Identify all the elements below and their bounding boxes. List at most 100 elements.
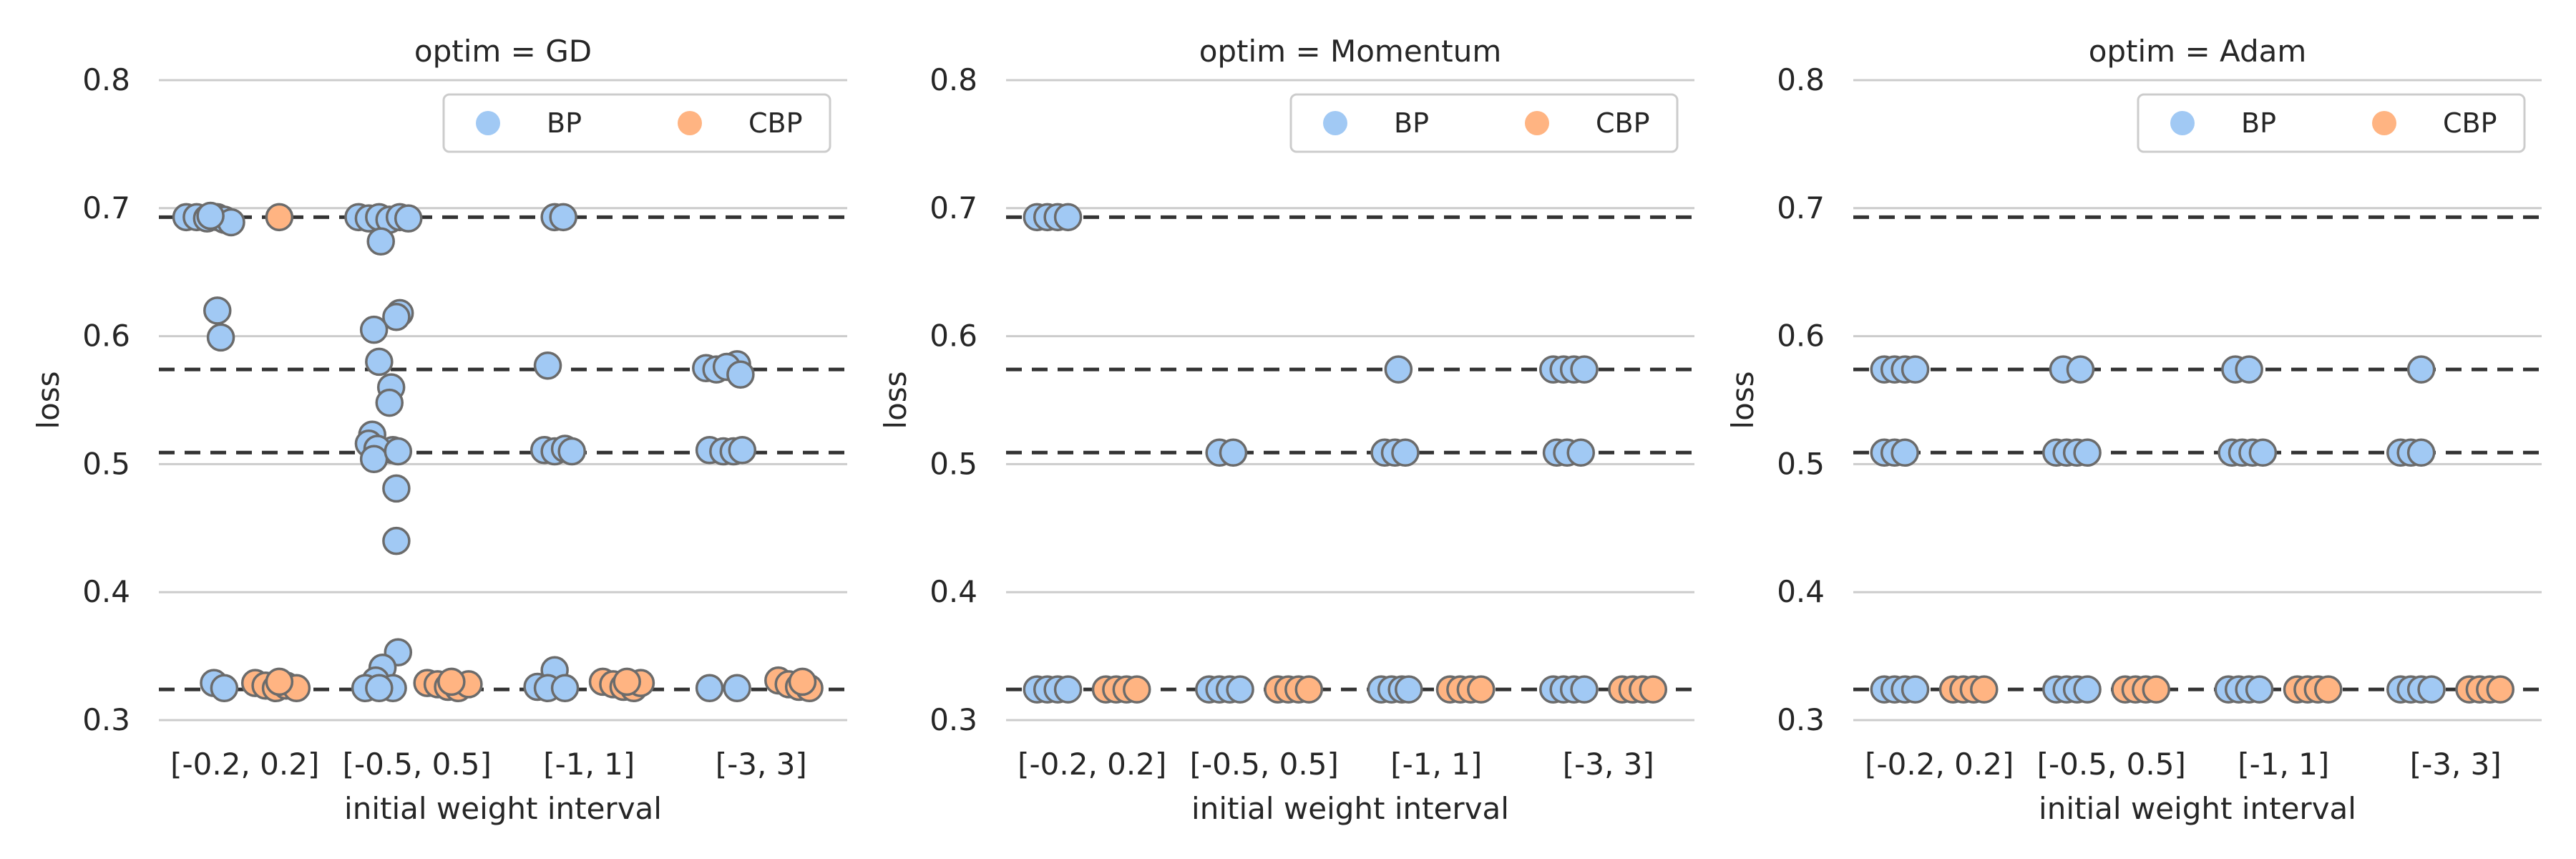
y-axis-label: loss (31, 371, 66, 429)
point-cbp (437, 667, 466, 697)
point-cbp (1467, 675, 1496, 704)
y-tick-label: 0.5 (930, 446, 977, 481)
legend: BP CBP (1289, 93, 1679, 153)
point-bp (723, 674, 751, 703)
x-axis-label: initial weight interval (1191, 791, 1509, 826)
y-tick-label: 0.7 (930, 190, 977, 225)
point-bp (359, 315, 389, 344)
point-bp (382, 526, 411, 555)
x-tick-label: [-1, 1] (2238, 747, 2329, 782)
point-bp (384, 437, 413, 466)
point-bp (1395, 675, 1423, 704)
point-bp (2245, 675, 2274, 704)
y-tick-label: 0.3 (930, 702, 977, 737)
point-bp (2073, 675, 2102, 704)
point-bp (1570, 675, 1599, 704)
point-bp (1053, 203, 1083, 232)
point-bp (2073, 438, 2102, 467)
y-tick-label: 0.8 (1777, 62, 1825, 97)
y-tick-label: 0.6 (930, 319, 977, 354)
y-tick-label: 0.6 (1777, 319, 1825, 354)
point-cbp (788, 667, 817, 697)
y-tick-label: 0.3 (82, 702, 130, 737)
point-cbp (2314, 675, 2343, 704)
point-bp (2406, 355, 2436, 384)
point-bp (382, 474, 411, 503)
legend-label: BP (547, 107, 582, 139)
point-bp (557, 437, 586, 466)
point-cbp (1294, 675, 1324, 704)
y-tick-label: 0.7 (82, 190, 130, 225)
x-tick-label: [-3, 3] (1563, 747, 1654, 782)
legend-frame (2137, 93, 2526, 153)
point-bp (1901, 675, 1930, 704)
x-tick-label: [-0.5, 0.5] (1190, 747, 1339, 782)
point-bp (533, 351, 562, 380)
legend-label: CBP (1596, 107, 1650, 139)
point-bp (1566, 438, 1596, 467)
point-bp (382, 303, 411, 331)
y-tick-label: 0.4 (930, 574, 977, 609)
point-bp (210, 674, 239, 703)
point-bp (365, 674, 394, 703)
point-bp (549, 203, 577, 232)
panel-title: optim = GD (414, 34, 592, 69)
x-tick-label: [-0.5, 0.5] (343, 747, 492, 782)
point-bp (2066, 355, 2095, 384)
y-tick-label: 0.8 (930, 62, 977, 97)
point-cbp (265, 203, 294, 232)
point-cbp (1970, 675, 1999, 704)
x-tick-label: [-1, 1] (1390, 747, 1482, 782)
legend-marker-cbp (2372, 111, 2396, 135)
legend-marker-cbp (678, 111, 702, 135)
point-bp (695, 674, 724, 703)
point-bp (1053, 675, 1083, 704)
point-bp (366, 227, 395, 256)
point-bp (206, 323, 235, 352)
panel-title: optim = Momentum (1199, 34, 1502, 69)
point-bp (728, 435, 757, 465)
x-tick-label: [-0.2, 0.2] (170, 747, 319, 782)
x-axis-label: initial weight interval (344, 791, 662, 826)
point-bp (365, 347, 394, 377)
x-tick-label: [-3, 3] (2410, 747, 2502, 782)
y-tick-label: 0.6 (82, 319, 130, 354)
legend-marker-bp (2170, 111, 2195, 135)
y-tick-label: 0.4 (82, 574, 130, 609)
point-bp (196, 201, 225, 230)
legend-label: BP (2241, 107, 2276, 139)
point-bp (359, 445, 389, 473)
legend-label: CBP (2443, 107, 2497, 139)
legend: BP CBP (2137, 93, 2526, 153)
y-tick-label: 0.4 (1777, 574, 1825, 609)
point-bp (2417, 675, 2446, 704)
point-bp (1226, 675, 1254, 704)
x-tick-label: [-0.2, 0.2] (1865, 747, 2014, 782)
legend-label: CBP (748, 107, 803, 139)
point-bp (2235, 355, 2263, 384)
point-cbp (2486, 675, 2515, 704)
point-bp (550, 674, 580, 703)
x-axis-label: initial weight interval (2039, 791, 2356, 826)
point-cbp (1639, 675, 1668, 704)
point-bp (1890, 438, 1919, 467)
point-cbp (1123, 675, 1151, 704)
panel-3: 0.3 0.4 0.5 0.6 0.7 0.8 loss optim = Adam [-0.2,… (1725, 34, 2542, 826)
point-bp (1391, 438, 1420, 467)
x-tick-label: [-1, 1] (543, 747, 635, 782)
x-tick-label: [-0.2, 0.2] (1018, 747, 1166, 782)
point-bp (1901, 355, 1930, 384)
legend-frame (1289, 93, 1679, 153)
y-axis-label: loss (878, 371, 913, 429)
legend: BP CBP (442, 93, 831, 153)
point-bp (1219, 438, 1248, 467)
y-tick-label: 0.3 (1777, 702, 1825, 737)
panel-title: optim = Adam (2089, 34, 2307, 69)
point-bp (375, 388, 404, 417)
legend-marker-bp (1323, 111, 1347, 135)
panel-1: 0.3 0.4 0.5 0.6 0.7 0.8 loss optim = GD [-0.2, 0… (31, 34, 847, 826)
point-bp (203, 296, 232, 325)
panel-2: 0.3 0.4 0.5 0.6 0.7 0.8 loss optim = Momentum [-… (878, 34, 1694, 826)
y-tick-label: 0.5 (82, 446, 130, 481)
